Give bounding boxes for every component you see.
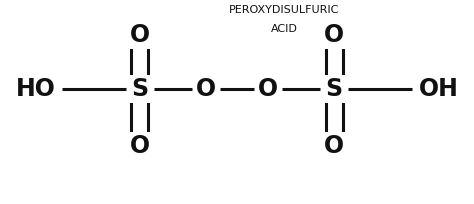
Text: ACID: ACID	[271, 24, 298, 34]
Text: HO: HO	[16, 77, 55, 101]
Text: O: O	[196, 77, 216, 101]
Text: OH: OH	[419, 77, 458, 101]
Text: O: O	[324, 134, 344, 157]
Text: PEROXYDISULFURIC: PEROXYDISULFURIC	[229, 5, 339, 15]
Text: S: S	[131, 77, 148, 101]
Text: S: S	[326, 77, 343, 101]
Text: ID 236095209 © Alexandr Vintik: ID 236095209 © Alexandr Vintik	[350, 188, 465, 194]
Text: O: O	[258, 77, 278, 101]
Text: O: O	[324, 23, 344, 48]
Text: O: O	[130, 23, 150, 48]
Text: O: O	[130, 134, 150, 157]
Text: dreamstime.com: dreamstime.com	[9, 188, 69, 194]
